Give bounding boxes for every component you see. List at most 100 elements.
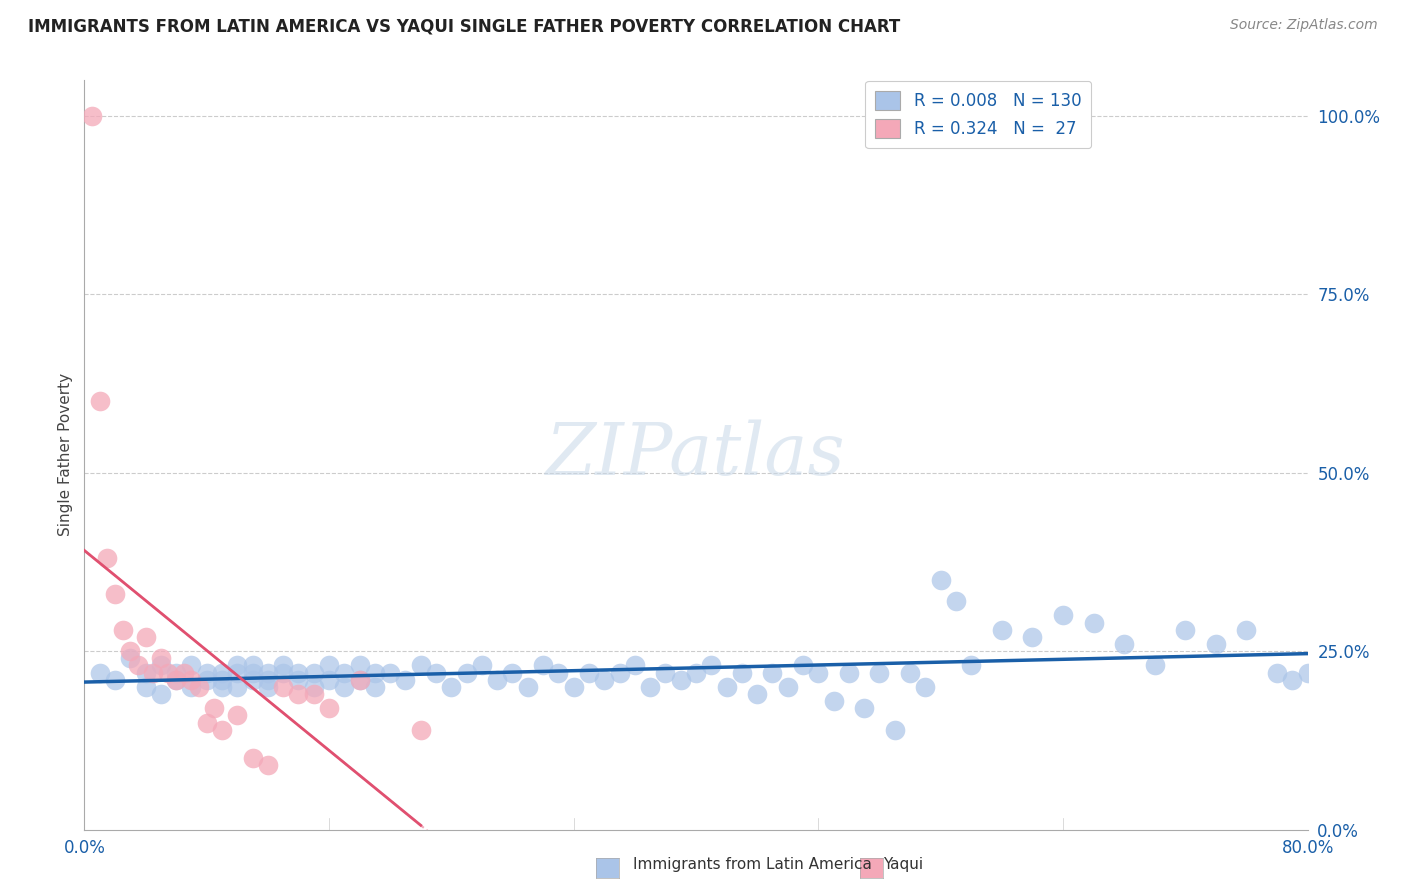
Point bbox=[562, 680, 585, 694]
Point bbox=[869, 665, 891, 680]
Point bbox=[242, 665, 264, 680]
Point bbox=[456, 665, 478, 680]
Point bbox=[127, 658, 149, 673]
Point bbox=[135, 665, 157, 680]
Point bbox=[211, 673, 233, 687]
Point bbox=[914, 680, 936, 694]
Point bbox=[502, 665, 524, 680]
Point bbox=[776, 680, 799, 694]
Point bbox=[80, 109, 103, 123]
Legend: R = 0.008   N = 130, R = 0.324   N =  27: R = 0.008 N = 130, R = 0.324 N = 27 bbox=[865, 81, 1091, 148]
Point bbox=[149, 651, 172, 665]
Point bbox=[823, 694, 845, 708]
Point bbox=[333, 680, 356, 694]
Point bbox=[960, 658, 983, 673]
Point bbox=[257, 673, 280, 687]
Point bbox=[516, 680, 538, 694]
Point bbox=[257, 680, 280, 694]
Point bbox=[792, 658, 814, 673]
Point bbox=[1021, 630, 1043, 644]
Point bbox=[149, 687, 172, 701]
Point bbox=[287, 673, 309, 687]
Point bbox=[226, 665, 249, 680]
Point bbox=[716, 680, 738, 694]
Point bbox=[425, 665, 447, 680]
Point bbox=[409, 723, 432, 737]
Point bbox=[89, 665, 111, 680]
Point bbox=[202, 701, 225, 715]
Point bbox=[195, 715, 218, 730]
Point bbox=[638, 680, 661, 694]
Point bbox=[945, 594, 967, 608]
Point bbox=[349, 658, 371, 673]
Point bbox=[624, 658, 647, 673]
Point bbox=[271, 680, 294, 694]
Text: ZIPatlas: ZIPatlas bbox=[546, 419, 846, 491]
Point bbox=[211, 723, 233, 737]
Point bbox=[135, 630, 157, 644]
Point bbox=[120, 651, 142, 665]
Point bbox=[898, 665, 921, 680]
Point bbox=[394, 673, 416, 687]
Point bbox=[440, 680, 463, 694]
Text: IMMIGRANTS FROM LATIN AMERICA VS YAQUI SINGLE FATHER POVERTY CORRELATION CHART: IMMIGRANTS FROM LATIN AMERICA VS YAQUI S… bbox=[28, 18, 900, 36]
Point bbox=[180, 658, 202, 673]
Point bbox=[211, 680, 233, 694]
Point bbox=[1205, 637, 1227, 651]
Point bbox=[173, 665, 195, 680]
Text: Yaqui: Yaqui bbox=[883, 857, 924, 872]
Point bbox=[991, 623, 1014, 637]
Point bbox=[271, 658, 294, 673]
Point bbox=[807, 665, 830, 680]
Point bbox=[165, 665, 187, 680]
Point bbox=[669, 673, 692, 687]
Point bbox=[226, 708, 249, 723]
Point bbox=[1083, 615, 1105, 630]
Point bbox=[364, 680, 387, 694]
Point bbox=[883, 723, 905, 737]
Point bbox=[929, 573, 952, 587]
Point bbox=[242, 751, 264, 765]
Point bbox=[1281, 673, 1303, 687]
Point bbox=[547, 665, 569, 680]
Point bbox=[318, 658, 340, 673]
Point bbox=[593, 673, 616, 687]
Point bbox=[104, 587, 127, 601]
Point bbox=[157, 665, 180, 680]
Point bbox=[1174, 623, 1197, 637]
Point bbox=[226, 680, 249, 694]
Point bbox=[654, 665, 676, 680]
Point bbox=[180, 680, 202, 694]
Point bbox=[96, 551, 118, 566]
Point bbox=[226, 658, 249, 673]
Point bbox=[180, 673, 202, 687]
Point bbox=[349, 673, 371, 687]
Point bbox=[333, 665, 356, 680]
Point bbox=[302, 687, 325, 701]
Point bbox=[531, 658, 554, 673]
Text: Immigrants from Latin America: Immigrants from Latin America bbox=[633, 857, 872, 872]
Point bbox=[135, 680, 157, 694]
Point bbox=[364, 665, 387, 680]
Point bbox=[609, 665, 631, 680]
Point bbox=[761, 665, 783, 680]
Point bbox=[195, 673, 218, 687]
Point bbox=[471, 658, 494, 673]
Point bbox=[685, 665, 707, 680]
Point bbox=[287, 687, 309, 701]
Point bbox=[120, 644, 142, 658]
Point bbox=[1143, 658, 1166, 673]
Point bbox=[1114, 637, 1136, 651]
Point bbox=[318, 701, 340, 715]
Point bbox=[1265, 665, 1288, 680]
Point bbox=[380, 665, 402, 680]
Point bbox=[89, 394, 111, 409]
Point bbox=[104, 673, 127, 687]
Point bbox=[149, 658, 172, 673]
Point bbox=[111, 623, 134, 637]
Point bbox=[195, 665, 218, 680]
Point bbox=[211, 665, 233, 680]
Point bbox=[1296, 665, 1319, 680]
Point bbox=[302, 680, 325, 694]
Point bbox=[1236, 623, 1258, 637]
